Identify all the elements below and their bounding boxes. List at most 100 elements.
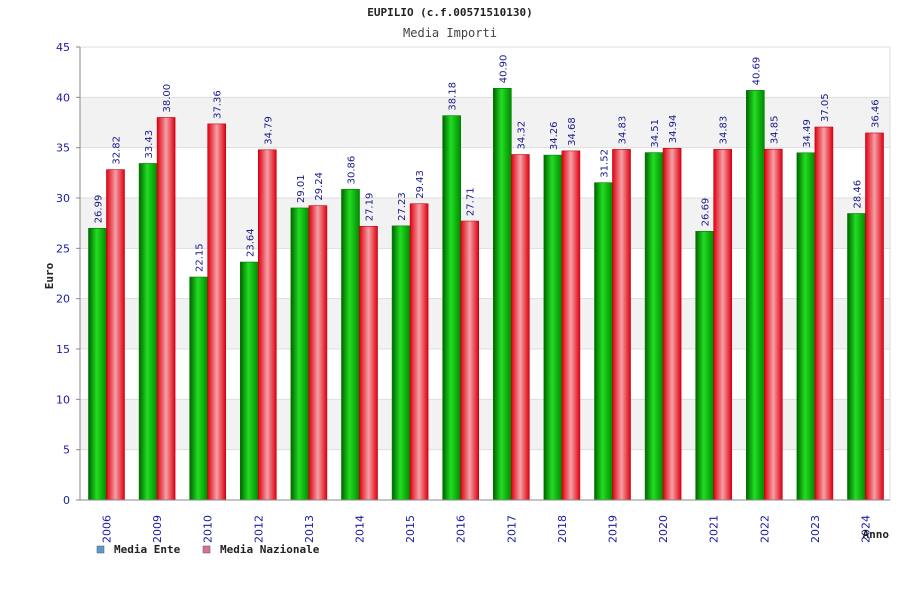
y-tick-label: 25 (56, 242, 70, 255)
data-label-media-ente: 29.01 (296, 174, 307, 203)
bar-media-nazionale (662, 147, 682, 501)
legend-label-media-nazionale: Media Nazionale (220, 543, 320, 556)
x-tick-label: 2015 (404, 515, 417, 543)
data-label-media-ente: 28.46 (853, 180, 864, 209)
legend-label-media-ente: Media Ente (114, 543, 181, 556)
bar-media-nazionale (308, 205, 328, 501)
bar-media-nazionale (713, 149, 733, 501)
data-label-media-ente: 27.23 (397, 192, 408, 221)
bar-media-ente (341, 189, 360, 501)
y-tick-label: 10 (56, 393, 70, 406)
x-tick-label: 2018 (556, 515, 569, 543)
bar-media-ente (543, 154, 563, 501)
data-label-media-nazionale: 27.19 (365, 193, 376, 222)
data-label-media-ente: 31.52 (600, 149, 611, 178)
data-label-media-nazionale: 34.83 (719, 116, 730, 145)
bar-media-ente (796, 152, 816, 501)
y-axis-label: Euro (43, 262, 56, 289)
x-axis-label: Anno (863, 528, 890, 541)
bar-media-nazionale (257, 149, 277, 501)
chart-title: EUPILIO (c.f.00571510130) (367, 6, 533, 19)
bar-media-nazionale (865, 132, 884, 501)
x-tick-label: 2010 (202, 515, 215, 543)
bar-media-ente (391, 225, 411, 501)
bar-media-ente (745, 90, 765, 501)
bar-media-nazionale (763, 148, 783, 501)
x-tick-label: 2013 (303, 515, 316, 543)
x-tick-label: 2012 (252, 515, 265, 543)
y-tick-label: 30 (56, 192, 70, 205)
y-tick-label: 0 (63, 494, 70, 507)
bar-media-ente (138, 163, 158, 501)
x-tick-label: 2016 (455, 515, 468, 543)
bar-media-nazionale (409, 203, 429, 501)
bar-media-nazionale (510, 154, 530, 501)
data-label-media-nazionale: 32.82 (112, 136, 123, 165)
data-label-media-nazionale: 36.46 (871, 99, 882, 128)
chart-subtitle: Media Importi (403, 26, 497, 40)
data-label-media-ente: 33.43 (144, 130, 155, 159)
data-label-media-ente: 34.49 (802, 119, 813, 148)
data-label-media-nazionale: 34.85 (769, 116, 780, 145)
bar-media-nazionale (460, 220, 480, 501)
bar-media-ente (290, 207, 310, 501)
x-axis-ticks: 2006 2009 2010 2012 2013 2014 2015 2016 2017 2018… (101, 515, 873, 543)
bar-media-ente (492, 87, 512, 501)
data-label-media-nazionale: 29.43 (415, 170, 426, 199)
bar-media-ente (442, 115, 462, 501)
bar-media-ente (847, 213, 866, 501)
y-tick-label: 45 (56, 41, 70, 54)
x-tick-label: 2024 (860, 515, 873, 543)
data-label-media-ente: 40.90 (498, 55, 509, 84)
bar-media-ente (644, 152, 664, 501)
bar-media-ente (695, 231, 715, 501)
data-label-media-nazionale: 34.68 (567, 117, 578, 146)
data-label-media-ente: 34.51 (650, 119, 661, 148)
data-label-media-nazionale: 38.00 (162, 84, 173, 113)
x-tick-label: 2017 (505, 515, 518, 543)
data-label-media-nazionale: 34.94 (668, 115, 679, 144)
data-label-media-nazionale: 34.32 (516, 121, 527, 150)
data-label-media-ente: 22.15 (195, 243, 206, 272)
data-label-media-nazionale: 27.71 (466, 187, 477, 216)
bar-media-nazionale (561, 150, 581, 501)
bar-media-nazionale (207, 123, 226, 501)
data-label-media-ente: 40.69 (751, 57, 762, 86)
x-tick-label: 2009 (151, 515, 164, 543)
x-tick-label: 2006 (101, 515, 114, 543)
data-label-media-nazionale: 34.79 (263, 116, 274, 145)
x-tick-label: 2019 (607, 515, 620, 543)
data-label-media-ente: 30.86 (347, 156, 358, 185)
x-tick-label: 2021 (708, 515, 721, 543)
bar-media-ente (594, 182, 613, 501)
data-label-media-nazionale: 37.05 (820, 93, 831, 122)
bar-media-nazionale (106, 169, 125, 501)
y-tick-label: 35 (56, 142, 70, 155)
data-label-media-ente: 34.26 (549, 121, 560, 150)
bar-media-ente (240, 261, 259, 501)
data-label-media-ente: 38.18 (448, 82, 459, 111)
y-tick-label: 40 (56, 91, 70, 104)
data-label-media-ente: 23.64 (245, 228, 256, 257)
x-tick-label: 2022 (758, 515, 771, 543)
y-tick-label: 5 (63, 444, 70, 457)
x-tick-label: 2023 (809, 515, 822, 543)
y-axis-ticks: 0 5 10 15 20 25 30 35 40 45 (56, 41, 80, 507)
grid-band (80, 47, 890, 98)
x-tick-label: 2020 (657, 515, 670, 543)
legend-swatch-media-ente (96, 545, 105, 554)
bar-media-nazionale (359, 225, 378, 501)
bar-media-ente (189, 276, 208, 501)
legend-swatch-media-nazionale (202, 545, 211, 554)
data-label-media-ente: 26.69 (701, 198, 712, 227)
bar-media-nazionale (156, 117, 176, 501)
legend: Media Ente Media Nazionale (96, 543, 320, 556)
data-label-media-nazionale: 34.83 (618, 116, 629, 145)
bar-media-ente (88, 228, 107, 501)
bar-media-nazionale (612, 149, 631, 501)
data-label-media-nazionale: 29.24 (314, 172, 325, 201)
data-labels: 26.99 32.82 33.43 38.00 22.15 37.36 23.64 34.79… (94, 55, 882, 272)
data-label-media-ente: 26.99 (94, 195, 105, 224)
x-tick-label: 2014 (354, 515, 367, 543)
